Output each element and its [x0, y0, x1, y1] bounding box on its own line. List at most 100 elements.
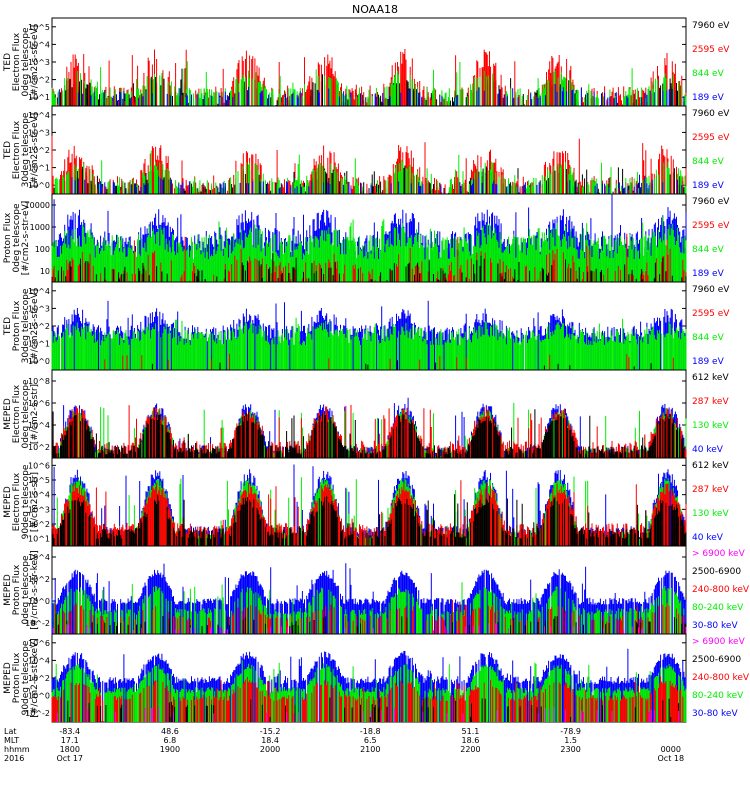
y-tick-label: 10^3 [28, 304, 50, 313]
panel-ylabel: 30deg telescope [21, 112, 31, 187]
panel-ylabel: TED [3, 141, 13, 160]
panel-ylabel: Electron Flux [12, 120, 22, 179]
x-tick-label-lat: 51.1 [462, 727, 480, 736]
y-tick-label: 10^4 [28, 287, 50, 296]
series-189-ev [71, 174, 683, 194]
legend-entry: 80-240 keV [692, 691, 744, 701]
x-tick-label-mlt: 17.1 [61, 736, 79, 745]
panel-ylabel: MEPED [3, 662, 13, 694]
legend-entry: 189 eV [692, 269, 725, 279]
y-tick-label: 10^6 [28, 399, 50, 408]
y-tick-label: 10^0 [28, 597, 50, 606]
x-tick-label-date: Oct 17 [56, 754, 83, 763]
panel-ylabel: [#/cm2-s-str-eV] [30, 113, 40, 188]
series-30-80-kev [51, 563, 687, 634]
panel-ylabel: [#/cm2-s-str-eV] [30, 289, 40, 364]
y-tick-label: 10^2 [28, 575, 50, 584]
panel-ylabel: Electron Flux [12, 32, 22, 91]
panel-ylabel: Proton Flux [12, 300, 22, 351]
legend-entry: 844 eV [692, 333, 725, 343]
panel-6: MEPED Proton Flux 0deg telescope [#/cm2-s-s… [3, 545, 750, 635]
panel-ylabel: TED [3, 317, 13, 336]
x-tick-label-lat: -18.8 [360, 727, 381, 736]
series-7960-ev [151, 360, 652, 370]
legend-entry: 2500-6900 [692, 655, 741, 665]
legend-entry: 40 keV [692, 445, 724, 455]
series--6900-kev [52, 623, 687, 634]
x-row-label: Lat [4, 727, 17, 736]
legend-entry: 240-800 keV [692, 673, 750, 683]
x-row-label: 2016 [4, 754, 24, 763]
panel-ylabel: [#/cm2-s-str-keV] [30, 550, 40, 629]
panel-ylabel: 30deg telescope [21, 288, 31, 363]
y-tick-label: 10^4 [28, 553, 50, 562]
y-tick-label: 10^4 [28, 40, 50, 49]
series-2500-6900 [55, 613, 687, 634]
legend-entry: 612 keV [692, 461, 729, 471]
series-612-kev [51, 409, 685, 458]
y-tick-label: 10^1 [28, 164, 50, 173]
figure-title: NOAA18 [352, 3, 398, 16]
y-tick-label: 10^-2 [25, 619, 50, 628]
legend-entry: 7960 eV [692, 21, 730, 31]
panel-ylabel: Proton Flux [3, 212, 13, 263]
y-tick-label: 10^3 [28, 128, 50, 137]
y-tick-label: 10^2 [28, 443, 50, 452]
legend-entry: 189 eV [692, 93, 725, 103]
panel-ylabel: Proton Flux [12, 652, 22, 703]
panel-0: TED Electron Flux 0deg telescope [#/cm2-s-s… [3, 17, 730, 107]
panel-3: TED Proton Flux 30deg telescope [#/cm2-s-st… [3, 281, 730, 371]
series-2595-ev [104, 353, 674, 370]
legend-entry: 130 keV [692, 421, 729, 431]
y-tick-label: 10^0 [28, 692, 50, 701]
legend-entry: 2595 eV [692, 309, 730, 319]
y-tick-label: 10^4 [28, 656, 50, 665]
y-tick-label: 10^1 [28, 93, 50, 102]
panel-7: MEPED Proton Flux 90deg telescope [#/cm2-s-… [3, 633, 750, 723]
y-tick-label: 10^4 [28, 421, 50, 430]
x-tick-label-lat: 48.6 [161, 727, 179, 736]
legend-entry: 189 eV [692, 181, 725, 191]
legend-entry: 2500-6900 [692, 567, 741, 577]
x-tick-label-mlt: 6.8 [164, 736, 177, 745]
panel-ylabel: 0deg telescope [21, 27, 31, 97]
panel-ylabel: Electron Flux [12, 472, 22, 531]
legend-entry: 40 keV [692, 533, 724, 543]
panels: TED Electron Flux 0deg telescope [#/cm2-s-s… [3, 17, 750, 723]
y-tick-label: 10^6 [28, 639, 50, 648]
panel-ylabel: [#/cm2-s-str] [30, 472, 40, 532]
legend-entry: 130 keV [692, 509, 729, 519]
legend-entry: 287 keV [692, 485, 729, 495]
x-row-label: MLT [4, 736, 19, 745]
x-tick-label-lat: -83.4 [59, 727, 80, 736]
panel-5: MEPED Electron Flux 90deg telescope [#/cm2-… [3, 457, 729, 547]
panel-4: MEPED Electron Flux 0deg telescope [#/cm2-s… [3, 369, 729, 459]
legend-entry: 2595 eV [692, 221, 730, 231]
legend-entry: 189 eV [692, 357, 725, 367]
y-tick-label: 10 [40, 267, 50, 276]
y-tick-label: 10^2 [28, 322, 50, 331]
y-tick-label: 10^2 [28, 146, 50, 155]
x-tick-label-hhmm: 2200 [460, 745, 480, 754]
legend-entry: 287 keV [692, 397, 729, 407]
legend-entry: 2595 eV [692, 133, 730, 143]
y-tick-label: 100 [35, 245, 50, 254]
legend-entry: > 6900 keV [692, 637, 746, 647]
series-189-ev [58, 84, 685, 106]
panel-1: TED Electron Flux 30deg telescope [#/cm2-s-… [3, 105, 730, 195]
y-tick-label: 10^0 [28, 181, 50, 190]
series-844-ev [51, 61, 687, 106]
panel-ylabel: MEPED [3, 398, 13, 430]
x-tick-label-mlt: 1.5 [564, 736, 577, 745]
y-tick-label: 10^4 [28, 111, 50, 120]
legend-entry: 2595 eV [692, 45, 730, 55]
legend-entry: > 6900 keV [692, 549, 746, 559]
series-844-ev [51, 317, 687, 370]
legend-entry: 844 eV [692, 69, 725, 79]
panel-ylabel: 90deg telescope [21, 640, 31, 715]
x-tick-label-mlt: 6.5 [364, 736, 377, 745]
legend-entry: 612 keV [692, 373, 729, 383]
panel-ylabel: MEPED [3, 574, 13, 606]
